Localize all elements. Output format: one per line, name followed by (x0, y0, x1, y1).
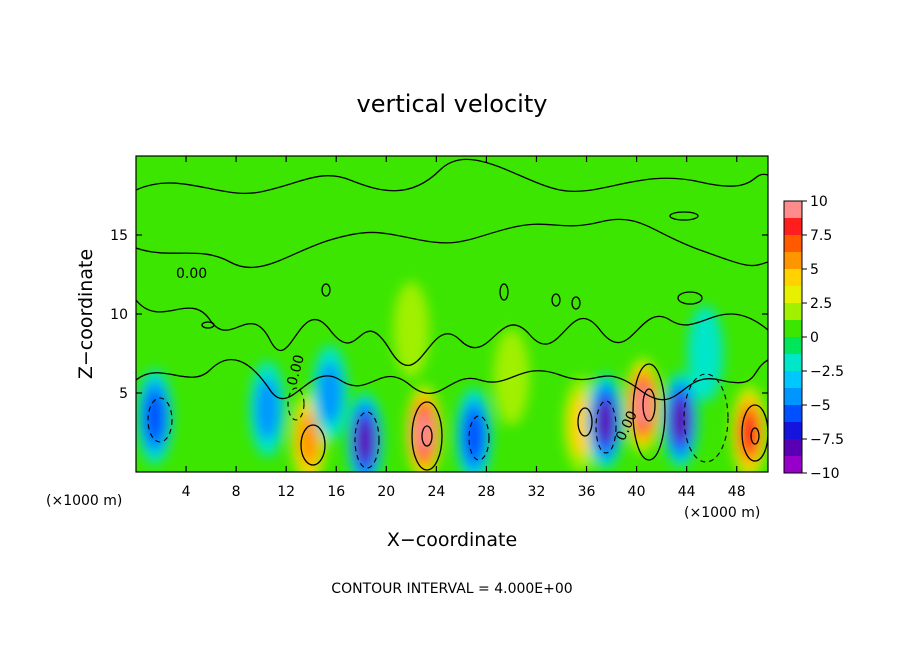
colorbar-swatch-14 (784, 439, 802, 457)
colorbar-swatch-1 (784, 218, 802, 236)
field-feature-13 (393, 281, 430, 378)
closed-contours (201, 211, 768, 471)
y-axis-label: Z−coordinate (75, 249, 97, 379)
colorbar-swatch-12 (784, 405, 802, 423)
y-axis: 5 10 15 (110, 228, 768, 402)
contour-lines (136, 158, 768, 401)
colorbar-swatch-2 (784, 235, 802, 253)
colorbar-swatch-13 (784, 422, 802, 440)
colorbar-swatch-4 (784, 269, 802, 287)
chart-title: vertical velocity (357, 90, 548, 118)
field-feature-7 (671, 397, 690, 443)
colorbar-label-4: 0 (810, 330, 819, 346)
x-tick-label-6: 28 (478, 484, 496, 500)
y-tick-label-1: 10 (110, 307, 128, 323)
y-tick-label-2: 15 (110, 228, 128, 244)
y-tick-label-0: 5 (119, 386, 128, 402)
x-tick-label-3: 16 (327, 484, 345, 500)
x-unit-left: (×1000 m) (46, 493, 122, 509)
field-feature-3 (463, 410, 484, 461)
colorbar-label-3: 2.5 (810, 296, 832, 312)
colorbar-swatch-11 (784, 388, 802, 406)
dashed-contours (147, 373, 729, 469)
x-axis-label: X−coordinate (387, 529, 517, 551)
colorbar-label-7: −7.5 (810, 432, 844, 448)
field-feature-8 (740, 410, 759, 455)
x-tick-label-10: 44 (678, 484, 696, 500)
x-tick-label-7: 32 (528, 484, 546, 500)
field-feature-5 (596, 398, 615, 444)
colorbar-swatch-7 (784, 320, 802, 338)
x-axis: 4 8 12 16 20 24 28 32 36 40 44 48 (182, 156, 746, 500)
field-feature-0 (298, 413, 319, 465)
x-tick-label-5: 24 (427, 484, 445, 500)
x-tick-label-4: 20 (377, 484, 395, 500)
x-tick-label-8: 36 (578, 484, 596, 500)
plot-area: 0.00 0.00 0.00 (136, 156, 768, 472)
x-tick-label-11: 48 (728, 484, 746, 500)
contour-interval-note: CONTOUR INTERVAL = 4.000E+00 (331, 581, 572, 597)
contour-label-1: 0.00 (176, 266, 207, 282)
velocity-field (136, 281, 768, 472)
colorbar-swatch-9 (784, 354, 802, 372)
colorbar-swatch-10 (784, 371, 802, 389)
x-tick-label-9: 40 (628, 484, 646, 500)
contour-label-2: 0.00 (284, 353, 308, 387)
colorbar-label-5: −2.5 (810, 364, 844, 380)
field-feature-2 (415, 411, 433, 454)
colorbar-label-0: 10 (810, 194, 828, 210)
colorbar-swatch-5 (784, 286, 802, 304)
colorbar-swatch-3 (784, 252, 802, 270)
colorbar-swatch-0 (784, 201, 802, 219)
field-feature-9 (144, 391, 165, 443)
colorbar-label-6: −5 (810, 398, 831, 414)
field-feature-1 (356, 417, 375, 463)
x-tick-label-0: 4 (182, 484, 191, 500)
field-feature-11 (317, 362, 342, 424)
x-tick-label-2: 12 (277, 484, 295, 500)
colorbar-label-2: 5 (810, 262, 819, 278)
colorbar-label-8: −10 (810, 466, 840, 482)
colorbar-label-1: 7.5 (810, 228, 832, 244)
x-unit-right: (×1000 m) (684, 505, 760, 521)
x-tick-label-1: 8 (232, 484, 241, 500)
colorbar-swatch-8 (784, 337, 802, 355)
colorbar-swatch-6 (784, 303, 802, 321)
field-feature-12 (687, 305, 724, 402)
colorbar-swatch-15 (784, 456, 802, 474)
colorbar: 10 7.5 5 2.5 0 −2.5 −5 −7.5 −10 (783, 194, 844, 482)
